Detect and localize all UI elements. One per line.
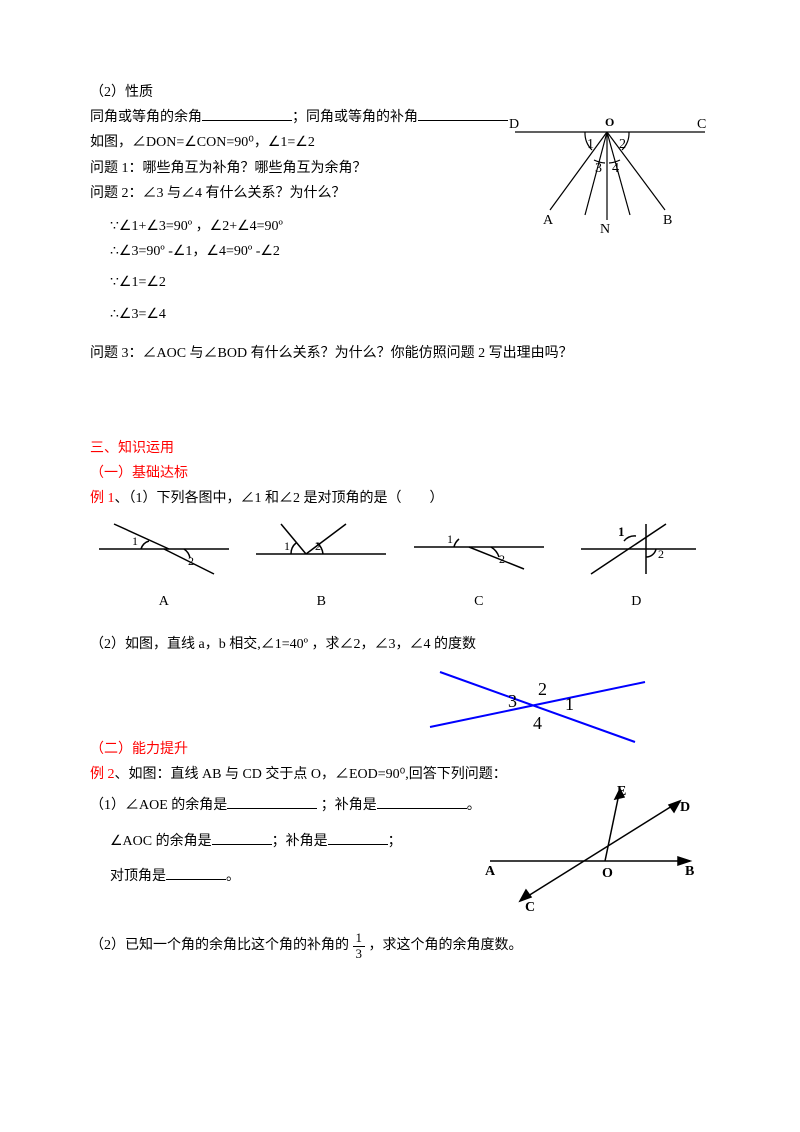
lbl-A: A xyxy=(543,213,554,228)
frac-den: 3 xyxy=(353,947,366,961)
bk xyxy=(212,830,272,845)
lbl-4: 4 xyxy=(612,161,619,176)
ex1-text: 、（1）下列各图中，∠1 和∠2 是对顶角的是（ ） xyxy=(115,491,444,506)
lbl-1: 1 xyxy=(587,137,594,152)
txt: （1）∠AOE 的余角是 xyxy=(90,798,227,813)
txt: 。 xyxy=(467,798,481,813)
e-B: B xyxy=(685,864,694,879)
e-C: C xyxy=(525,900,535,915)
opt-b-figure: 1 2 xyxy=(251,519,391,579)
prop-q3: 问题 3：∠AOC 与∠BOD 有什么关系？为什么？你能仿照问题 2 写出理由吗… xyxy=(90,341,710,366)
proof-2: ∴∠3=90º -∠1，∠4=90º -∠2 xyxy=(110,239,710,264)
cross-diagram: 1 2 3 4 xyxy=(420,657,650,752)
section3-title: 三、知识运用 xyxy=(90,436,710,461)
section-properties: （2）性质 同角或等角的余角；同角或等角的补角 如图，∠DON=∠CON=90⁰… xyxy=(90,80,710,327)
cross-3: 3 xyxy=(508,691,517,711)
proof-4: ∴∠3=∠4 xyxy=(110,302,710,327)
opt-d-label: D xyxy=(563,589,711,614)
eod-diagram: A B C D E O xyxy=(480,781,700,911)
c-2: 2 xyxy=(499,552,505,566)
e-D: D xyxy=(680,800,690,815)
fraction-1-3: 13 xyxy=(353,931,366,961)
ex2-label: 例 2 xyxy=(90,767,115,782)
cross-2: 2 xyxy=(538,679,547,699)
section3-sub1: （一）基础达标 xyxy=(90,461,710,486)
d-1: 1 xyxy=(618,524,625,539)
e-O: O xyxy=(602,866,613,881)
opt-a-box: 1 2 A xyxy=(90,519,238,613)
ex2-body: （1）∠AOE 的余角是 ；补角是。 ∠AOC 的余角是；补角是； 对顶角是。 … xyxy=(90,793,710,923)
lbl-B: B xyxy=(663,213,672,228)
lbl-C: C xyxy=(697,117,706,132)
opt-b-label: B xyxy=(248,589,396,614)
frac-num: 1 xyxy=(353,931,366,946)
blank-1 xyxy=(202,106,292,121)
cross-4: 4 xyxy=(533,713,542,733)
c-1: 1 xyxy=(447,532,453,546)
options-row: 1 2 A 1 2 B 1 2 xyxy=(90,519,710,613)
ex1-part2: （2）如图，直线 a，b 相交,∠1=40º ，求∠2，∠3，∠4 的度数 xyxy=(90,632,710,657)
b-2: 2 xyxy=(315,539,321,553)
bk xyxy=(227,794,317,809)
bk xyxy=(166,865,226,880)
lbl-O: O xyxy=(605,115,614,129)
lbl-D: D xyxy=(509,117,519,132)
proof-3: ∵∠1=∠2 xyxy=(110,270,710,295)
opt-b-box: 1 2 B xyxy=(248,519,396,613)
opt-c-label: C xyxy=(405,589,553,614)
e-A: A xyxy=(485,864,496,879)
a-2: 2 xyxy=(188,554,194,568)
txt: ；补角是 xyxy=(272,834,328,849)
opt-d-figure: 1 2 xyxy=(566,519,706,579)
txt: ，求这个角的余角度数。 xyxy=(369,938,523,953)
txt: 。 xyxy=(226,869,240,884)
bk xyxy=(377,794,467,809)
lbl-2: 2 xyxy=(619,137,626,152)
opt-c-figure: 1 2 xyxy=(409,519,549,579)
d-2: 2 xyxy=(658,547,664,561)
lbl-N: N xyxy=(600,222,610,237)
opt-a-label: A xyxy=(90,589,238,614)
b-1: 1 xyxy=(284,539,290,553)
txt: （2）已知一个角的余角比这个角的补角的 xyxy=(90,938,349,953)
cross-1: 1 xyxy=(565,694,574,714)
ex2-q4: （2）已知一个角的余角比这个角的补角的 13 ，求这个角的余角度数。 xyxy=(90,931,710,961)
ex2-text: 、如图：直线 AB 与 CD 交于点 O，∠EOD=90⁰,回答下列问题： xyxy=(115,767,507,782)
txt: 对顶角是 xyxy=(110,869,166,884)
txt: ；补角是 xyxy=(317,798,377,813)
txt: 同角或等角的余角 xyxy=(90,110,202,125)
a-1: 1 xyxy=(132,534,138,548)
txt: ； xyxy=(388,834,402,849)
bk xyxy=(328,830,388,845)
txt: ∠AOC 的余角是 xyxy=(110,834,212,849)
blank-2 xyxy=(418,106,508,121)
opt-a-figure: 1 2 xyxy=(94,519,234,579)
txt: ；同角或等角的补角 xyxy=(292,110,418,125)
e-E: E xyxy=(617,784,626,799)
opt-d-box: 1 2 D xyxy=(563,519,711,613)
prop-label: （2）性质 xyxy=(90,80,710,105)
cross-diagram-wrap: 1 2 3 4 xyxy=(90,657,710,757)
ex1-line: 例 1、（1）下列各图中，∠1 和∠2 是对顶角的是（ ） xyxy=(90,486,710,511)
ex1-label: 例 1 xyxy=(90,491,115,506)
lbl-3: 3 xyxy=(595,161,602,176)
diagram-don-con: D C O A N B 1 2 3 4 xyxy=(505,110,710,235)
opt-c-box: 1 2 C xyxy=(405,519,553,613)
